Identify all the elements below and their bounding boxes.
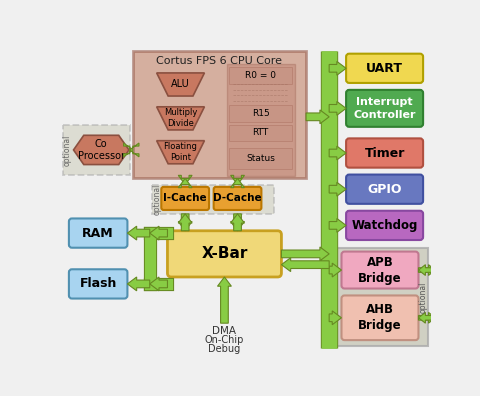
Text: Watchdog: Watchdog: [351, 219, 418, 232]
Polygon shape: [329, 311, 341, 325]
Text: Flash: Flash: [80, 278, 117, 290]
Polygon shape: [150, 226, 168, 240]
Polygon shape: [419, 312, 435, 323]
Bar: [229, 67, 292, 84]
FancyBboxPatch shape: [346, 175, 423, 204]
Text: R0 = 0: R0 = 0: [245, 71, 276, 80]
Text: Interrupt
Controller: Interrupt Controller: [353, 97, 416, 120]
Text: optional: optional: [153, 183, 162, 215]
FancyBboxPatch shape: [69, 269, 127, 299]
FancyBboxPatch shape: [161, 187, 209, 210]
Text: RTT: RTT: [252, 128, 269, 137]
Polygon shape: [156, 73, 204, 96]
Polygon shape: [123, 143, 133, 157]
Text: optional: optional: [419, 281, 428, 313]
Text: I-Cache: I-Cache: [163, 193, 207, 204]
Polygon shape: [127, 277, 150, 291]
Text: R15: R15: [252, 109, 269, 118]
FancyBboxPatch shape: [346, 138, 423, 168]
Polygon shape: [419, 312, 435, 323]
Text: Cortus FPS 6 CPU Core: Cortus FPS 6 CPU Core: [156, 55, 282, 66]
Text: Co
Processor: Co Processor: [78, 139, 125, 161]
Polygon shape: [329, 61, 346, 75]
Text: Status: Status: [246, 154, 275, 163]
FancyBboxPatch shape: [346, 54, 423, 83]
Polygon shape: [306, 110, 329, 124]
Polygon shape: [73, 135, 129, 165]
Polygon shape: [281, 247, 329, 261]
Text: ALU: ALU: [171, 80, 190, 89]
Polygon shape: [329, 219, 346, 232]
Polygon shape: [329, 182, 346, 196]
Text: Timer: Timer: [364, 147, 405, 160]
Polygon shape: [230, 175, 244, 185]
Polygon shape: [419, 265, 435, 276]
Text: optional: optional: [63, 134, 72, 166]
Bar: [63, 124, 130, 175]
Bar: [229, 105, 292, 122]
Polygon shape: [217, 277, 231, 323]
FancyBboxPatch shape: [346, 90, 423, 127]
Bar: [229, 148, 292, 169]
Text: GPIO: GPIO: [367, 183, 402, 196]
Polygon shape: [230, 214, 244, 231]
Text: D-Cache: D-Cache: [213, 193, 262, 204]
Polygon shape: [230, 179, 244, 188]
Bar: [227, 65, 295, 176]
Polygon shape: [329, 146, 346, 160]
Bar: [133, 51, 306, 179]
Polygon shape: [130, 143, 139, 157]
Polygon shape: [178, 175, 192, 185]
Polygon shape: [150, 277, 168, 291]
Polygon shape: [127, 226, 150, 240]
Bar: [152, 185, 274, 214]
Text: Multiply
Divide: Multiply Divide: [164, 109, 197, 128]
Text: UART: UART: [366, 62, 403, 75]
FancyBboxPatch shape: [341, 295, 419, 340]
Polygon shape: [178, 214, 192, 231]
Text: Floating
Point: Floating Point: [164, 142, 197, 162]
Text: RAM: RAM: [83, 227, 114, 240]
Bar: [229, 124, 292, 141]
Polygon shape: [156, 141, 204, 164]
Text: APB
Bridge: APB Bridge: [358, 255, 402, 285]
Polygon shape: [178, 179, 192, 188]
Polygon shape: [419, 265, 435, 276]
FancyBboxPatch shape: [346, 211, 423, 240]
Text: AHB
Bridge: AHB Bridge: [358, 303, 402, 332]
Polygon shape: [230, 214, 244, 231]
Polygon shape: [329, 101, 346, 115]
Bar: [337, 248, 428, 346]
Polygon shape: [178, 214, 192, 231]
Polygon shape: [156, 107, 204, 130]
Text: On-Chip: On-Chip: [205, 335, 244, 345]
Polygon shape: [281, 258, 329, 272]
Text: X-Bar: X-Bar: [201, 246, 248, 261]
FancyBboxPatch shape: [168, 231, 281, 277]
FancyBboxPatch shape: [69, 219, 127, 248]
FancyBboxPatch shape: [341, 251, 419, 289]
FancyBboxPatch shape: [214, 187, 262, 210]
Polygon shape: [329, 263, 341, 277]
Text: DMA: DMA: [213, 326, 237, 336]
Text: Debug: Debug: [208, 344, 240, 354]
